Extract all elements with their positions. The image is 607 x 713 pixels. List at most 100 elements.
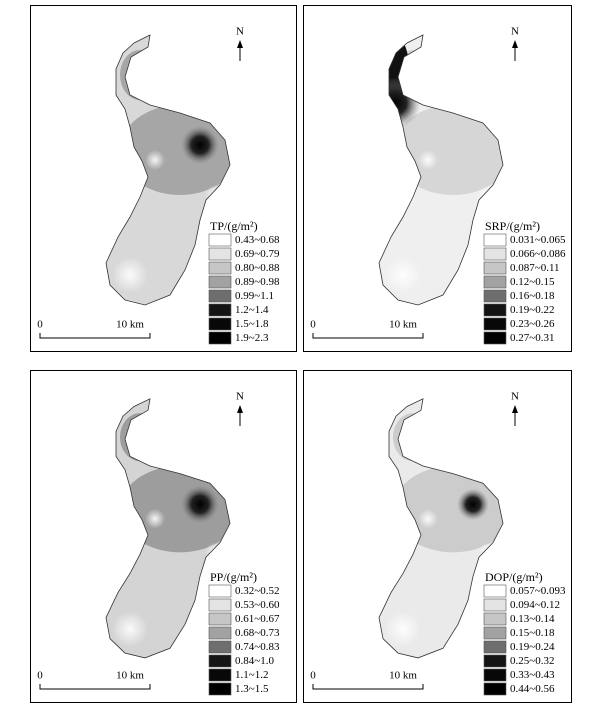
legend-swatch — [208, 261, 232, 275]
north-arrow-head — [237, 405, 243, 413]
legend-label: 0.19~0.24 — [510, 641, 555, 653]
north-arrow-head — [512, 405, 518, 413]
legend-swatch — [483, 303, 507, 317]
north-arrow-head — [237, 40, 243, 48]
lake-outline — [105, 398, 231, 659]
scale-bar — [39, 684, 151, 690]
legend-label: 0.031~0.065 — [510, 234, 566, 246]
legend-label: 0.16~0.18 — [510, 290, 555, 302]
map-panel: N 0 10 km TP/(g/m²)0.43~0.68 0.69~0.79 0.80~0… — [30, 5, 297, 352]
legend-swatch — [483, 626, 507, 640]
legend-label: 0.13~0.14 — [510, 613, 555, 625]
legend-swatch — [208, 275, 232, 289]
north-arrow-head — [512, 40, 518, 48]
legend-label: 0.27~0.31 — [510, 332, 554, 344]
legend-label: 0.53~0.60 — [235, 599, 280, 611]
legend-swatch — [483, 247, 507, 261]
north-label: N — [511, 26, 519, 38]
scale-bar — [312, 684, 424, 690]
scale-end: 10 km — [389, 670, 417, 682]
legend-label: 1.9~2.3 — [235, 332, 269, 344]
scale-start: 0 — [310, 319, 316, 331]
shade-zone — [120, 465, 230, 553]
lake-outline — [378, 34, 504, 306]
legend-label: 0.89~0.98 — [235, 276, 280, 288]
legend-label: 0.087~0.11 — [510, 262, 560, 274]
scale-start: 0 — [310, 670, 316, 682]
scale-bar — [312, 333, 424, 339]
legend-label: 1.1~1.2 — [235, 669, 268, 681]
shade-zone — [120, 105, 230, 195]
legend-swatch — [208, 612, 232, 626]
legend-label: 1.3~1.5 — [235, 683, 269, 695]
legend-title: DOP/(g/m²) — [485, 570, 543, 584]
legend-label: 0.094~0.12 — [510, 599, 560, 611]
scale-end: 10 km — [116, 319, 144, 331]
light-spot — [145, 508, 165, 529]
legend-label: 0.15~0.18 — [510, 627, 555, 639]
legend-swatch — [483, 598, 507, 612]
scale-start: 0 — [37, 670, 43, 682]
legend-swatch — [208, 598, 232, 612]
hotspot — [180, 485, 220, 524]
legend-swatch — [208, 584, 232, 598]
north-label: N — [511, 391, 519, 403]
legend-swatch — [483, 233, 507, 247]
north-label: N — [236, 26, 244, 38]
legend-label: 1.2~1.4 — [235, 304, 269, 316]
legend-swatch — [208, 247, 232, 261]
legend-swatch — [208, 317, 232, 331]
legend-swatch — [208, 668, 232, 682]
legend-label: 0.33~0.43 — [510, 669, 555, 681]
legend-swatch — [208, 640, 232, 654]
legend-swatch — [208, 626, 232, 640]
legend-swatch — [208, 331, 232, 345]
legend-label: 0.44~0.56 — [510, 683, 555, 695]
legend-swatch — [483, 261, 507, 275]
legend-title: TP/(g/m²) — [210, 219, 258, 233]
legend-label: 0.057~0.093 — [510, 585, 566, 597]
light-spot — [145, 150, 165, 170]
scale-start: 0 — [37, 319, 43, 331]
legend-label: 0.80~0.88 — [235, 262, 280, 274]
shade-zone — [393, 105, 503, 195]
light-spot — [418, 150, 438, 170]
legend-swatch — [483, 275, 507, 289]
legend-swatch — [483, 584, 507, 598]
light-spot — [112, 611, 148, 648]
legend-title: SRP/(g/m²) — [485, 219, 540, 233]
legend-swatch — [208, 289, 232, 303]
legend-swatch — [208, 682, 232, 696]
legend-swatch — [483, 654, 507, 668]
legend-label: 0.68~0.73 — [235, 627, 280, 639]
legend-label: 0.61~0.67 — [235, 613, 280, 625]
legend-swatch — [483, 317, 507, 331]
lake-shading — [112, 413, 230, 648]
shade-zone — [393, 465, 503, 553]
light-spot — [385, 257, 421, 293]
light-spot — [385, 611, 421, 648]
legend-swatch — [483, 331, 507, 345]
legend-swatch — [208, 233, 232, 247]
legend-label: 0.25~0.32 — [510, 655, 554, 667]
scale-end: 10 km — [116, 670, 144, 682]
legend-label: 0.69~0.79 — [235, 248, 280, 260]
legend-label: 0.23~0.26 — [510, 318, 555, 330]
map-panel: N 0 10 km PP/(g/m²)0.32~0.52 0.53~0.60 0.61~0… — [30, 370, 297, 703]
legend-swatch — [483, 682, 507, 696]
hotspot — [457, 488, 489, 521]
legend-label: 1.5~1.8 — [235, 318, 269, 330]
legend-swatch — [483, 668, 507, 682]
north-label: N — [236, 391, 244, 403]
scale-end: 10 km — [389, 319, 417, 331]
legend-label: 0.19~0.22 — [510, 304, 554, 316]
legend-label: 0.32~0.52 — [235, 585, 279, 597]
light-spot — [418, 508, 438, 529]
legend-swatch — [208, 654, 232, 668]
light-spot — [112, 257, 148, 293]
legend-swatch — [208, 303, 232, 317]
legend-label: 0.84~1.0 — [235, 655, 274, 667]
legend-title: PP/(g/m²) — [210, 570, 257, 584]
